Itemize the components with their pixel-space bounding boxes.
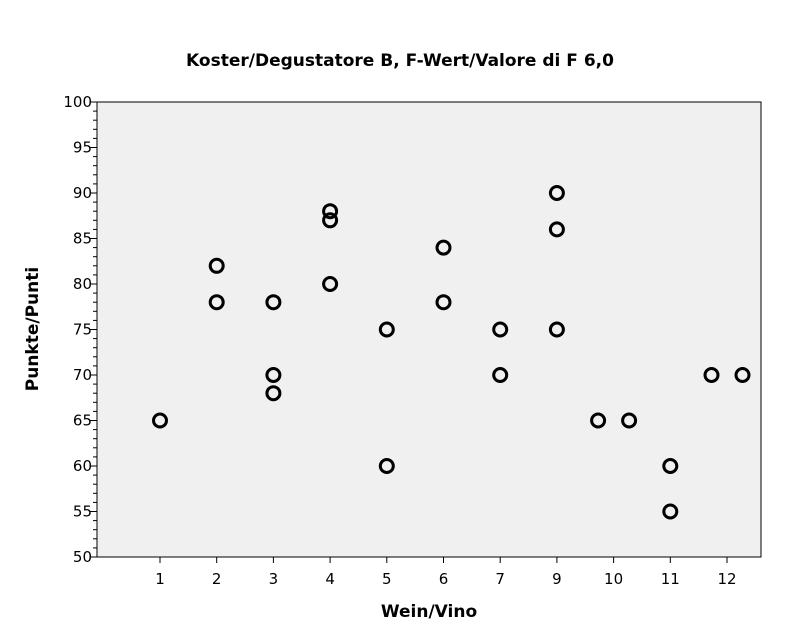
x-tick-label: 5 <box>382 570 392 588</box>
data-point <box>548 321 565 338</box>
plot-area <box>96 101 762 558</box>
y-tick-label: 65 <box>73 412 92 430</box>
data-point <box>435 294 452 311</box>
data-point <box>492 367 509 383</box>
data-point <box>662 503 679 520</box>
data-point <box>435 239 452 256</box>
y-axis: 50 55 60 65 70 75 80 85 90 95 100 <box>63 93 97 566</box>
data-point <box>322 212 339 229</box>
y-tick-label: 50 <box>73 548 92 566</box>
y-axis-label: Punkte/Punti <box>23 267 43 391</box>
data-point <box>322 276 339 292</box>
data-point <box>265 385 282 402</box>
chart-title: Koster/Degustatore B, F-Wert/Valore di F… <box>186 51 614 71</box>
data-point <box>322 203 339 220</box>
x-tick-label: 7 <box>495 570 505 588</box>
x-axis: 1 2 3 4 5 6 7 9 10 11 12 <box>155 557 737 588</box>
data-point <box>662 458 679 474</box>
y-tick-label: 80 <box>73 275 92 293</box>
x-tick-label: 3 <box>269 570 279 588</box>
data-point <box>703 367 720 383</box>
data-point <box>548 185 565 201</box>
y-tick-label: 55 <box>73 503 92 521</box>
y-tick-label: 90 <box>73 184 92 202</box>
y-tick-label: 60 <box>73 457 92 475</box>
y-tick-label: 70 <box>73 366 92 384</box>
x-tick-label: 12 <box>717 570 736 588</box>
data-point <box>548 221 565 238</box>
y-tick-label: 100 <box>63 93 92 111</box>
x-tick-label: 11 <box>661 570 680 588</box>
data-point <box>208 257 225 274</box>
data-point <box>152 412 168 429</box>
x-tick-label: 10 <box>604 570 623 588</box>
data-point <box>590 412 607 429</box>
x-tick-label: 1 <box>155 570 165 588</box>
y-tick-label: 75 <box>73 321 92 339</box>
x-tick-label: 4 <box>325 570 335 588</box>
data-point <box>734 367 751 383</box>
x-tick-label: 9 <box>552 570 562 588</box>
x-tick-label: 6 <box>439 570 449 588</box>
data-point <box>265 367 282 383</box>
data-point <box>492 321 509 338</box>
data-point <box>265 294 282 311</box>
data-point <box>378 458 395 474</box>
data-point <box>378 321 395 338</box>
data-point <box>208 294 225 311</box>
x-tick-label: 2 <box>212 570 222 588</box>
y-tick-label: 95 <box>73 139 92 157</box>
data-point <box>621 412 638 429</box>
x-axis-label: Wein/Vino <box>381 602 477 622</box>
data-points <box>152 185 751 520</box>
y-tick-label: 85 <box>73 230 92 248</box>
